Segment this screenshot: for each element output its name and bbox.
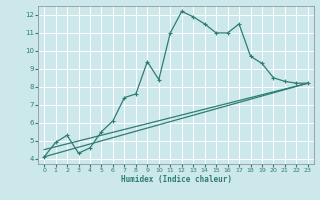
X-axis label: Humidex (Indice chaleur): Humidex (Indice chaleur) <box>121 175 231 184</box>
